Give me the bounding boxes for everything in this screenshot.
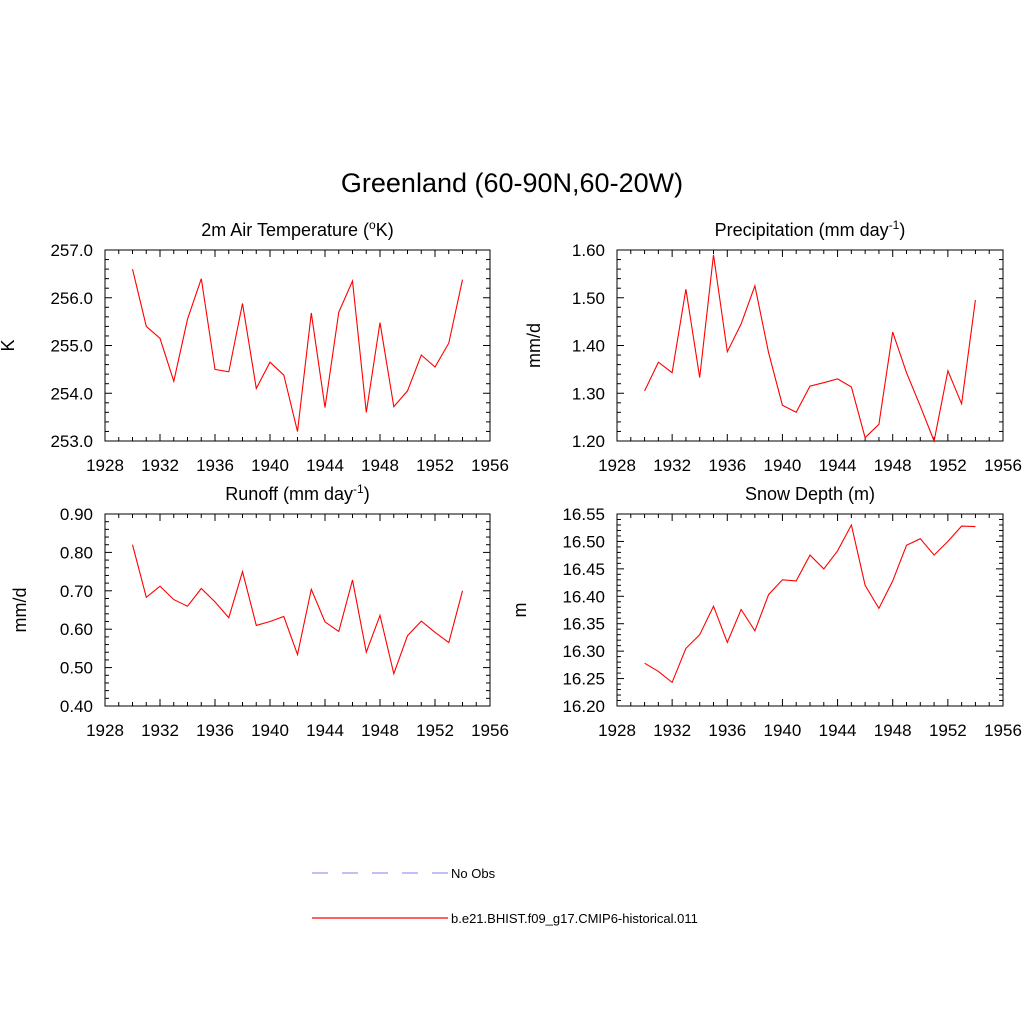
x-tick-label: 1936 (708, 721, 746, 740)
x-tick-label: 1956 (471, 456, 509, 475)
y-tick-label: 255.0 (50, 337, 93, 356)
panel-title-text: Precipitation (mm day (715, 220, 889, 240)
x-tick-label: 1932 (141, 721, 179, 740)
y-tick-label: 16.55 (562, 505, 605, 524)
x-tick-label: 1944 (819, 456, 857, 475)
x-tick-label: 1928 (598, 456, 636, 475)
x-tick-label: 1944 (306, 721, 344, 740)
plot-frame (616, 513, 1004, 707)
x-tick-label: 1952 (416, 721, 454, 740)
y-tick-label: 16.20 (562, 697, 605, 716)
x-tick-label: 1932 (653, 456, 691, 475)
panel-title-superscript: o (369, 218, 376, 232)
y-tick-label: 16.40 (562, 587, 605, 606)
y-tick-label: 0.70 (60, 582, 93, 601)
y-tick-label: 1.40 (572, 337, 605, 356)
x-tick-label: 1948 (874, 456, 912, 475)
panel-title: 2m Air Temperature (oK) (201, 218, 393, 240)
y-tick-label: 16.35 (562, 615, 605, 634)
y-tick-label: 0.50 (60, 659, 93, 678)
y-tick-label: 16.30 (562, 642, 605, 661)
x-tick-label: 1940 (251, 456, 289, 475)
x-tick-label: 1936 (708, 456, 746, 475)
panel-snow-depth: 1928 1932 1936 1940 1944 1948 1952 1956 16.20 16.… (510, 484, 1022, 740)
y-tick-label: 257.0 (50, 241, 93, 260)
x-tick-label: 1956 (471, 721, 509, 740)
y-tick-label: 0.40 (60, 697, 93, 716)
x-tick-label: 1932 (653, 721, 691, 740)
y-axis-label: mm/d (10, 588, 30, 633)
panel-temperature: 1928 1932 1936 1940 1944 1948 1952 1956 253.0 254… (0, 218, 509, 475)
y-axis-label: mm/d (524, 323, 544, 368)
legend-model-label: b.e21.BHIST.f09_g17.CMIP6-historical.011 (451, 911, 698, 926)
series-line (644, 523, 976, 684)
panel-runoff: 1928 1932 1936 1940 1944 1948 1952 1956 0.40 0.50… (10, 482, 509, 740)
y-tick-label: 16.45 (562, 560, 605, 579)
y-tick-label: 1.20 (572, 432, 605, 451)
panel-title-superscript: -1 (889, 218, 900, 232)
x-tick-label: 1944 (306, 456, 344, 475)
y-tick-label: 1.30 (572, 384, 605, 403)
x-tick-label: 1928 (86, 456, 124, 475)
panel-title-text-end: ) (899, 220, 905, 240)
y-tick-label: 0.80 (60, 543, 93, 562)
plot-frame (104, 513, 491, 707)
y-axis-label: m (510, 603, 530, 618)
y-tick-label: 0.90 (60, 505, 93, 524)
panel-title: Precipitation (mm day-1) (715, 218, 906, 240)
panel-title-text: 2m Air Temperature ( (201, 220, 369, 240)
x-tick-label: 1952 (416, 456, 454, 475)
y-tick-label: 254.0 (50, 384, 93, 403)
x-tick-label: 1948 (361, 456, 399, 475)
panel-title: Runoff (mm day-1) (225, 482, 369, 504)
x-tick-label: 1944 (819, 721, 857, 740)
panel-title-text: Runoff (mm day (225, 484, 353, 504)
legend: No Obs b.e21.BHIST.f09_g17.CMIP6-historic… (312, 866, 698, 926)
y-tick-label: 253.0 (50, 432, 93, 451)
panel-precipitation: 1928 1932 1936 1940 1944 1948 1952 1956 1.20 1.30… (524, 218, 1022, 475)
x-tick-label: 1940 (251, 721, 289, 740)
panel-title-text: Snow Depth (m) (745, 484, 875, 504)
y-tick-label: 1.50 (572, 289, 605, 308)
x-tick-label: 1936 (196, 721, 234, 740)
x-tick-label: 1940 (764, 721, 802, 740)
x-tick-label: 1940 (764, 456, 802, 475)
x-tick-label: 1952 (929, 721, 967, 740)
series-line (131, 544, 464, 676)
y-axis-label: K (0, 339, 18, 351)
x-tick-label: 1948 (874, 721, 912, 740)
legend-no-obs-label: No Obs (451, 866, 496, 881)
x-tick-label: 1948 (361, 721, 399, 740)
x-tick-label: 1928 (86, 721, 124, 740)
y-tick-label: 16.50 (562, 532, 605, 551)
x-tick-label: 1952 (929, 456, 967, 475)
panel-title-text-end: K) (376, 220, 394, 240)
y-tick-label: 256.0 (50, 289, 93, 308)
panel-title-text-end: ) (364, 484, 370, 504)
x-tick-label: 1936 (196, 456, 234, 475)
y-tick-label: 1.60 (572, 241, 605, 260)
x-tick-label: 1956 (984, 456, 1022, 475)
y-tick-label: 16.25 (562, 670, 605, 689)
panel-title: Snow Depth (m) (745, 484, 875, 504)
x-tick-label: 1932 (141, 456, 179, 475)
plot-frame (616, 249, 1004, 442)
x-tick-label: 1956 (984, 721, 1022, 740)
panel-title-superscript: -1 (353, 482, 364, 496)
y-tick-label: 0.60 (60, 620, 93, 639)
series-line (644, 254, 976, 443)
series-line (131, 268, 464, 432)
x-tick-label: 1928 (598, 721, 636, 740)
figure-title: Greenland (60-90N,60-20W) (340, 168, 684, 198)
